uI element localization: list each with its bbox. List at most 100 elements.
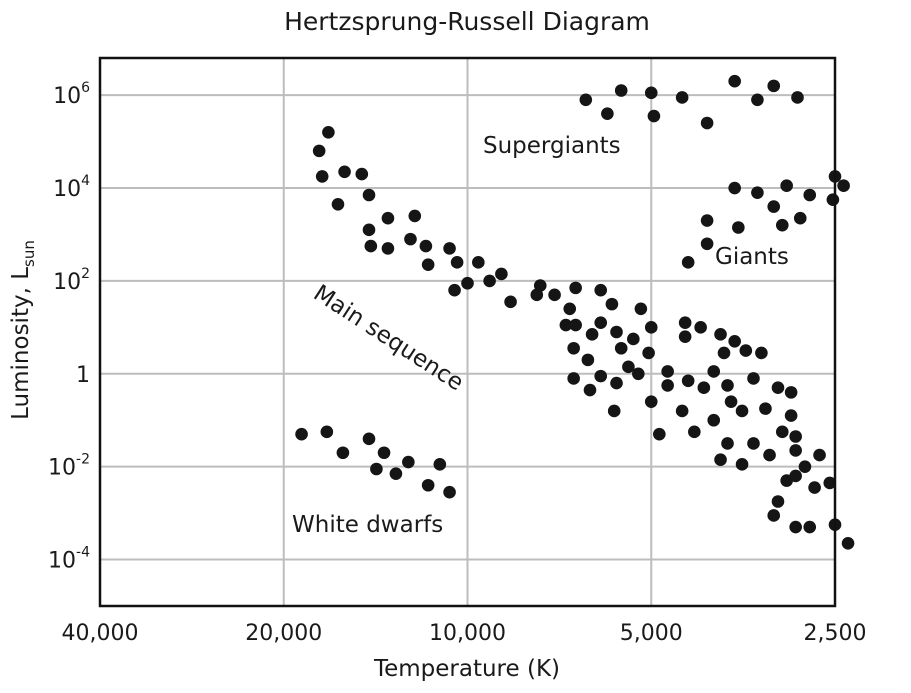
point-giants: [700, 237, 714, 251]
point-main-sequence: [563, 302, 577, 316]
y-axis-title-sub: sun: [20, 240, 38, 267]
point-main-sequence: [594, 369, 608, 383]
point-main-sequence: [767, 509, 781, 522]
point-main-sequence: [735, 404, 749, 418]
point-giants: [728, 181, 741, 195]
point-main-sequence: [362, 223, 376, 237]
point-main-sequence: [823, 476, 837, 490]
point-main-sequence: [771, 495, 785, 508]
point-main-sequence: [408, 209, 422, 223]
point-white-dwarfs: [433, 458, 447, 471]
point-main-sequence: [450, 256, 464, 269]
point-main-sequence: [355, 167, 369, 181]
y-tick-label: 10-2: [48, 452, 90, 481]
point-main-sequence: [798, 460, 812, 473]
point-giants: [751, 186, 764, 199]
point-main-sequence: [714, 453, 727, 467]
point-main-sequence: [559, 318, 573, 332]
point-main-sequence: [694, 321, 707, 334]
point-main-sequence: [789, 444, 802, 457]
point-supergiants: [644, 86, 658, 100]
point-main-sequence: [644, 395, 658, 408]
point-supergiants: [647, 109, 661, 123]
point-main-sequence: [642, 346, 655, 360]
point-main-sequence: [483, 274, 496, 288]
point-white-dwarfs: [295, 427, 308, 441]
y-tick-label: 1: [76, 363, 90, 388]
point-main-sequence: [789, 469, 802, 483]
point-main-sequence: [567, 341, 580, 355]
point-main-sequence: [808, 481, 821, 494]
point-white-dwarfs: [370, 462, 383, 476]
x-tick-label: 10,000: [429, 621, 506, 646]
point-main-sequence: [404, 232, 417, 246]
point-main-sequence: [784, 386, 798, 399]
point-white-dwarfs: [362, 432, 376, 446]
point-main-sequence: [448, 283, 461, 297]
point-supergiants: [614, 84, 628, 97]
point-main-sequence: [567, 372, 580, 385]
point-main-sequence: [338, 165, 351, 179]
point-main-sequence: [784, 409, 798, 422]
point-main-sequence: [789, 430, 802, 443]
y-tick-label: 104: [53, 173, 90, 202]
point-main-sequence: [763, 448, 776, 462]
point-supergiants: [601, 107, 614, 121]
point-main-sequence: [759, 402, 772, 415]
point-main-sequence: [610, 325, 623, 339]
x-tick-label: 20,000: [245, 621, 322, 646]
point-supergiants: [791, 91, 804, 104]
point-main-sequence: [678, 316, 692, 330]
point-main-sequence: [364, 239, 378, 253]
annotation-main-sequence: Main sequence: [309, 280, 468, 396]
point-main-sequence: [614, 341, 628, 355]
point-main-sequence: [747, 372, 760, 385]
y-tick-label: 106: [53, 80, 90, 109]
point-main-sequence: [622, 360, 635, 374]
annotation-giants: Giants: [715, 244, 789, 270]
point-main-sequence: [739, 344, 753, 357]
point-main-sequence: [634, 302, 648, 316]
point-main-sequence: [583, 383, 597, 397]
x-tick-label: 40,000: [62, 621, 139, 646]
point-white-dwarfs: [336, 446, 350, 460]
point-main-sequence: [714, 328, 727, 341]
point-main-sequence: [813, 448, 826, 462]
point-main-sequence: [675, 404, 689, 418]
point-main-sequence: [461, 276, 474, 290]
point-supergiants: [579, 93, 593, 107]
point-main-sequence: [775, 425, 789, 439]
annotation-white-dwarfs: White dwarfs: [292, 512, 443, 538]
point-giants: [837, 179, 850, 193]
point-main-sequence: [605, 297, 619, 311]
point-main-sequence: [644, 321, 658, 334]
point-main-sequence: [504, 295, 517, 309]
point-giants: [775, 218, 789, 232]
y-tick-labels: 106 104 102 1 10-2 10-4: [48, 80, 90, 573]
annotation-supergiants: Supergiants: [483, 133, 621, 159]
point-giants: [780, 179, 793, 193]
point-main-sequence: [632, 367, 645, 381]
chart-title: Hertzsprung-Russell Diagram: [284, 7, 650, 36]
point-main-sequence: [322, 126, 335, 139]
point-main-sequence: [661, 379, 674, 392]
point-main-sequence: [661, 365, 674, 378]
point-main-sequence: [735, 458, 749, 471]
point-main-sequence: [755, 346, 768, 360]
point-giants: [793, 211, 807, 225]
point-main-sequence: [627, 332, 640, 346]
point-white-dwarfs: [402, 455, 415, 469]
point-main-sequence: [315, 170, 329, 183]
y-axis-title-main: Luminosity, L: [8, 267, 34, 420]
point-main-sequence: [569, 318, 582, 332]
point-main-sequence: [717, 346, 731, 360]
point-main-sequence: [747, 437, 760, 450]
point-main-sequence: [495, 267, 508, 281]
point-main-sequence: [594, 283, 608, 297]
point-main-sequence: [569, 281, 582, 295]
point-giants: [826, 193, 840, 206]
point-main-sequence: [607, 404, 621, 418]
point-main-sequence: [697, 381, 711, 395]
plot-frame: [98, 56, 837, 608]
